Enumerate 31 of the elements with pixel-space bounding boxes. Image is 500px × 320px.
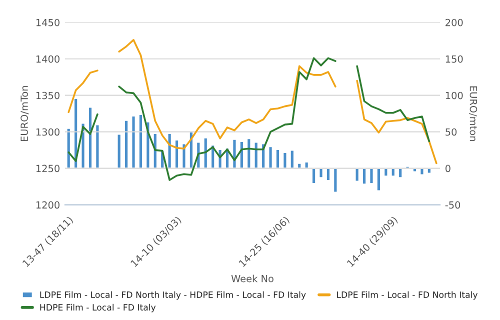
bar bbox=[332, 168, 338, 194]
bar bbox=[268, 146, 274, 170]
legend-label: LDPE Film - Local - FD North Italy - HDPE Film - Local - FD Italy bbox=[40, 291, 306, 300]
y-axis-title: EURO/mTon bbox=[20, 86, 29, 142]
y2-axis-title: EURO/mton bbox=[469, 86, 478, 141]
y2-tick-label: 150 bbox=[446, 55, 463, 63]
x-axis-title: Week No bbox=[231, 274, 274, 282]
y-tick-label: 1450 bbox=[36, 18, 60, 26]
y2-tick-label: 0 bbox=[446, 164, 450, 172]
bar bbox=[130, 115, 136, 170]
legend-label: LDPE Film - Local - FD North Italy bbox=[337, 291, 478, 300]
y2-tick-label: 50 bbox=[446, 128, 457, 136]
y2-tick-label: -50 bbox=[445, 201, 460, 209]
legend-label: HDPE Film - Local - FD Italy bbox=[40, 304, 156, 312]
bar bbox=[174, 139, 180, 170]
bar bbox=[426, 168, 432, 174]
bar bbox=[282, 152, 288, 170]
y-tick-label: 1200 bbox=[36, 201, 60, 209]
bar bbox=[275, 148, 280, 170]
bar bbox=[368, 168, 374, 184]
bar bbox=[88, 106, 93, 170]
y-tick-label: 1400 bbox=[36, 55, 60, 63]
bar bbox=[326, 168, 331, 182]
y-tick-label: 1250 bbox=[36, 164, 60, 172]
y2-tick-label: 200 bbox=[446, 18, 463, 26]
bar bbox=[138, 114, 144, 170]
y-tick-label: 1350 bbox=[36, 92, 60, 100]
y2-tick-label: 100 bbox=[446, 92, 463, 100]
y-tick-label: 1300 bbox=[36, 128, 60, 136]
bar bbox=[94, 124, 100, 170]
bar bbox=[362, 168, 367, 186]
